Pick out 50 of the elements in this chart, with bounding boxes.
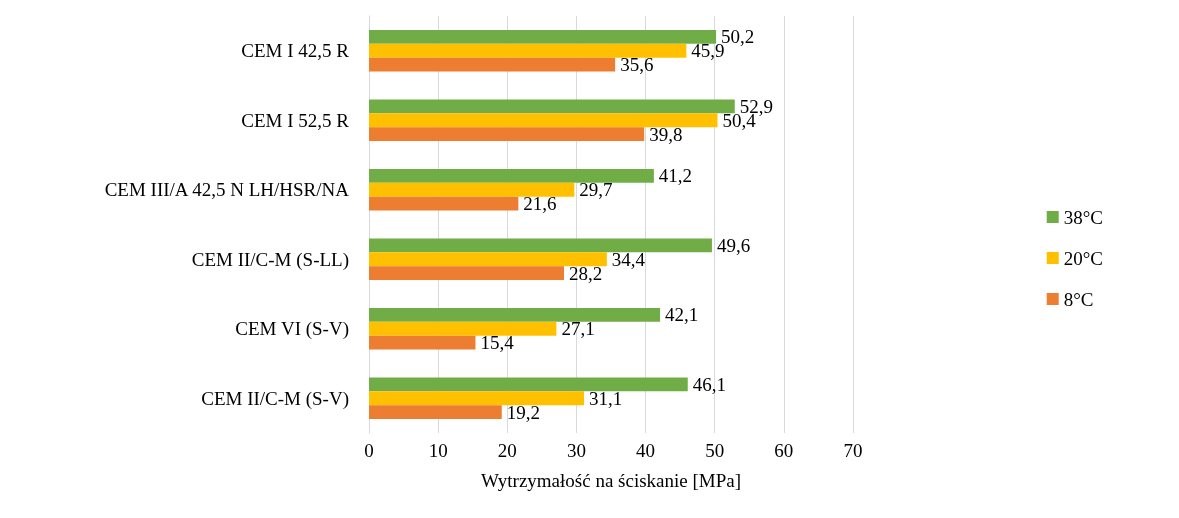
bar [369, 113, 718, 128]
data-label: 41,2 [658, 165, 693, 187]
x-tick-label: 50 [705, 440, 725, 461]
bar [369, 43, 687, 58]
y-tick-label: CEM VI (S-V) [235, 318, 349, 341]
bar [369, 252, 607, 267]
data-label: 27,1 [561, 318, 595, 340]
legend-label: 20°C [1063, 247, 1104, 269]
y-tick-label: CEM II/C-M (S-V) [201, 387, 349, 410]
y-tick-label: CEM I 52,5 R [241, 109, 350, 131]
x-tick-label: 60 [774, 440, 794, 461]
bar [369, 391, 585, 406]
data-label: 29,7 [579, 179, 613, 201]
x-tick-label: 30 [566, 440, 586, 461]
data-label: 46,1 [692, 373, 726, 395]
bar [369, 196, 519, 211]
data-label: 35,6 [620, 54, 654, 76]
x-tick-label: 10 [428, 440, 448, 461]
legend-label: 38°C [1063, 206, 1104, 228]
data-label: 19,2 [506, 401, 540, 423]
data-label: 34,4 [611, 248, 646, 270]
data-label: 15,4 [480, 332, 515, 354]
data-label: 42,1 [665, 304, 699, 326]
x-tick-label: 70 [843, 440, 863, 461]
data-label: 49,6 [716, 234, 751, 256]
bar [369, 57, 616, 72]
bar [369, 307, 661, 322]
bar [369, 405, 502, 420]
bar [369, 335, 476, 350]
y-tick-label: CEM II/C-M (S-LL) [191, 248, 349, 271]
data-label: 28,2 [568, 262, 603, 284]
data-label: 39,8 [649, 123, 683, 145]
bar [369, 266, 564, 281]
y-tick-label: CEM III/A 42,5 N LH/HSR/NA [104, 179, 350, 201]
bar [369, 29, 717, 44]
bar [369, 127, 645, 142]
bar [369, 238, 712, 253]
bar [369, 377, 688, 392]
bar [369, 321, 557, 336]
x-tick-label: 40 [636, 440, 656, 461]
x-tick-label: 20 [497, 440, 517, 461]
legend-label: 8°C [1063, 288, 1094, 310]
x-axis-title: Wytrzymałość na ściskanie [MPa] [480, 470, 742, 491]
data-label: 21,6 [523, 193, 557, 215]
x-tick-label: 0 [364, 440, 374, 461]
bar [369, 168, 654, 183]
data-label: 31,1 [589, 387, 623, 409]
bar [369, 99, 735, 114]
bar [369, 182, 575, 197]
y-tick-label: CEM I 42,5 R [241, 40, 350, 62]
